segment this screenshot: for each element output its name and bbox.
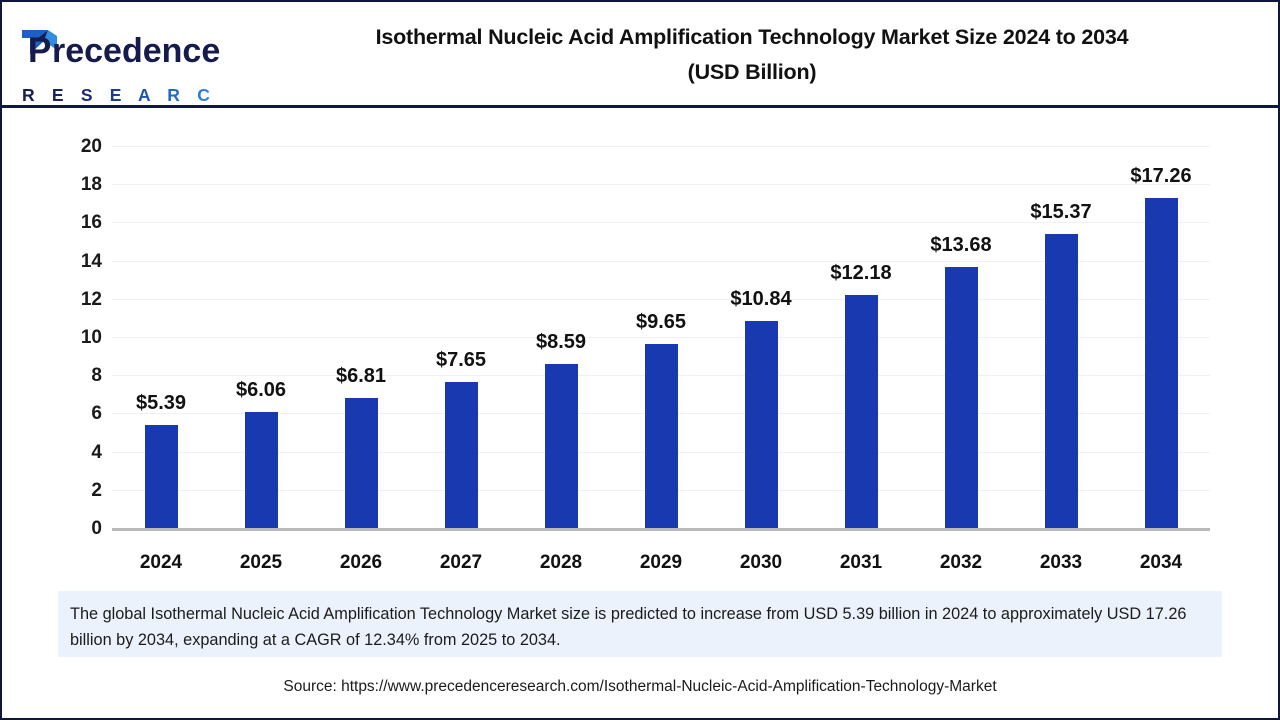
source-line: Source: https://www.precedenceresearch.c…	[283, 678, 997, 695]
y-axis-tick-label: 0	[91, 518, 102, 539]
bar	[444, 381, 478, 528]
gridline	[112, 261, 1210, 262]
y-axis-tick-label: 18	[80, 174, 102, 196]
gridline	[112, 337, 1210, 338]
bar-value-label: $13.68	[930, 233, 992, 256]
x-axis-tick-label: 2029	[639, 552, 683, 573]
bar-value-label: $17.26	[1130, 165, 1192, 188]
y-axis-tick-label: 8	[91, 365, 102, 387]
gridline	[112, 222, 1210, 223]
x-axis-tick-label: 2024	[139, 552, 183, 573]
x-axis-tick-label: 2027	[439, 552, 483, 573]
caption-box: The global Isothermal Nucleic Acid Ampli…	[58, 591, 1222, 657]
bar-value-label: $5.39	[135, 392, 187, 415]
y-axis-tick-label: 4	[91, 441, 102, 463]
x-axis-tick-label: 2033	[1039, 552, 1083, 573]
x-axis-tick-label: 2030	[739, 552, 783, 573]
page-title: Isothermal Nucleic Acid Amplification Te…	[242, 20, 1262, 91]
precedence-p-mark-icon: P recedence	[22, 30, 220, 70]
bar-value-label: $10.84	[730, 287, 792, 310]
bar-value-label: $6.81	[335, 364, 387, 387]
y-axis-tick-label: 20	[80, 136, 102, 157]
svg-text:recedence: recedence	[52, 32, 220, 68]
precedence-research-logo: P recedence R E S E A R C H	[14, 24, 240, 105]
y-axis-tick-label: 2	[91, 479, 102, 501]
bar	[744, 320, 778, 528]
axis-baseline	[112, 528, 1210, 531]
gridline	[112, 146, 1210, 147]
svg-text:P: P	[28, 31, 51, 68]
y-axis-tick-label: 14	[80, 250, 102, 272]
gridline	[112, 299, 1210, 300]
bar-chart: 20 18 16 14 12 10 8 6 4 2 0 $5.39 2024 $6.06 2025 $6.81…	[2, 108, 1278, 578]
x-axis-tick-label: 2025	[239, 552, 283, 573]
bar-value-label: $6.06	[235, 379, 287, 402]
caption-text: The global Isothermal Nucleic Acid Ampli…	[70, 605, 1187, 650]
bar	[244, 412, 278, 528]
bar	[544, 363, 578, 528]
bar	[1144, 198, 1178, 528]
bar	[344, 397, 378, 528]
x-axis-tick-label: 2031	[839, 552, 883, 573]
y-axis-tick-label: 10	[80, 327, 102, 348]
gridline	[112, 184, 1210, 185]
y-axis-tick-label: 16	[80, 212, 102, 234]
y-axis-tick-label: 12	[80, 288, 102, 310]
bar-value-label: $9.65	[635, 310, 687, 333]
logo-wordmark-precedence: P recedence	[14, 24, 224, 70]
x-axis-tick-label: 2026	[339, 552, 383, 573]
header: P recedence R E S E A R C H Isothermal N…	[2, 2, 1278, 108]
bar	[844, 295, 878, 528]
bar	[1044, 234, 1078, 528]
bar	[644, 343, 678, 528]
bar	[144, 425, 178, 528]
bar-value-label: $7.65	[435, 348, 487, 371]
bar-value-label: $12.18	[830, 262, 892, 285]
x-axis-tick-label: 2034	[1139, 552, 1183, 573]
x-axis-tick-label: 2028	[539, 552, 583, 573]
bar	[944, 266, 978, 528]
bar-value-label: $15.37	[1030, 201, 1092, 224]
page-title-line1: Isothermal Nucleic Acid Amplification Te…	[375, 25, 1129, 49]
bar-value-label: $8.59	[535, 330, 587, 353]
x-axis-tick-label: 2032	[939, 552, 983, 573]
logo-wordmark-research: R E S E A R C H	[22, 85, 246, 105]
y-axis-tick-label: 6	[91, 403, 102, 425]
page-title-line2: (USD Billion)	[687, 60, 817, 85]
